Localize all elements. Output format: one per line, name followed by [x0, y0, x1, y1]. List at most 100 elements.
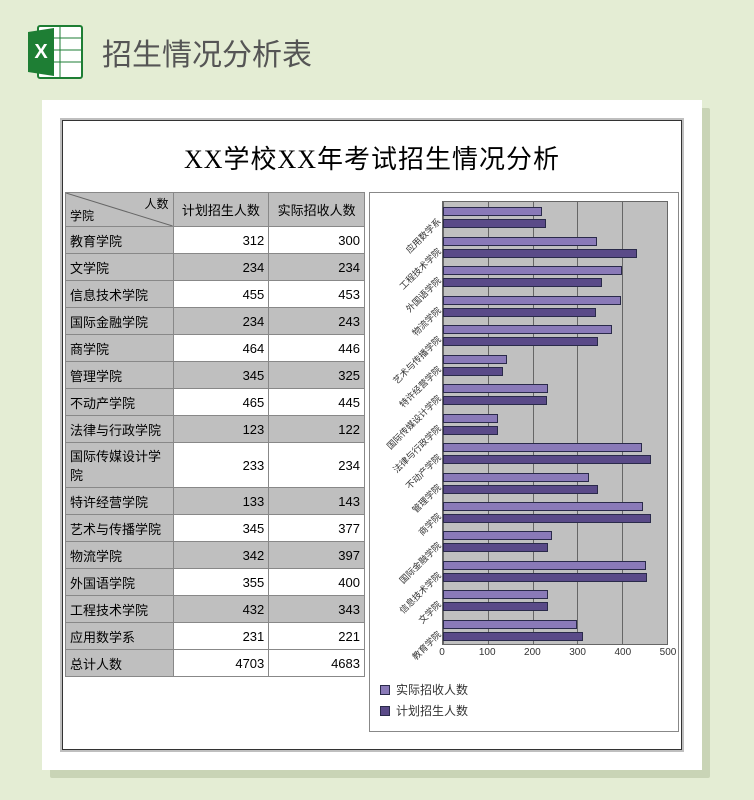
- table-row: 文学院234234: [66, 254, 365, 281]
- bar-group: 教育学院: [443, 620, 667, 644]
- chart-x-tick: 200: [524, 647, 541, 658]
- cell-actual: 453: [269, 281, 365, 308]
- table-total-row: 总计人数47034683: [66, 650, 365, 677]
- table-row: 工程技术学院432343: [66, 596, 365, 623]
- bar-actual: [443, 473, 589, 482]
- bar-group: 国际传媒设计学院: [443, 384, 667, 408]
- bar-planned: [443, 485, 598, 494]
- row-name: 国际传媒设计学院: [66, 443, 174, 488]
- content-row: 人数 学院 计划招生人数 实际招收人数 教育学院312300文学院234234信…: [63, 192, 681, 732]
- bar-planned: [443, 455, 651, 464]
- bar-actual: [443, 561, 646, 570]
- row-name: 教育学院: [66, 227, 174, 254]
- table-row: 物流学院342397: [66, 542, 365, 569]
- row-name: 商学院: [66, 335, 174, 362]
- bar-group: 应用数学系: [443, 207, 667, 231]
- row-name: 国际金融学院: [66, 308, 174, 335]
- cell-actual: 397: [269, 542, 365, 569]
- cell-planned: 231: [173, 623, 269, 650]
- cell-planned: 234: [173, 254, 269, 281]
- bar-actual: [443, 296, 621, 305]
- bar-planned: [443, 514, 651, 523]
- cell-planned: 233: [173, 443, 269, 488]
- cell-actual: 400: [269, 569, 365, 596]
- table-row: 信息技术学院455453: [66, 281, 365, 308]
- cell-planned: 234: [173, 308, 269, 335]
- chart-x-tick: 500: [660, 647, 677, 658]
- cell-planned: 465: [173, 389, 269, 416]
- sheet-frame: XX学校XX年考试招生情况分析 人数 学院 计划招生人数: [60, 118, 684, 752]
- chart-x-tick: 0: [439, 647, 445, 658]
- cell-actual: 325: [269, 362, 365, 389]
- bar-group: 商学院: [443, 502, 667, 526]
- cell-actual: 143: [269, 488, 365, 515]
- sheet-title: XX学校XX年考试招生情况分析: [63, 121, 681, 192]
- cell-planned: 123: [173, 416, 269, 443]
- cell-actual: 243: [269, 308, 365, 335]
- table-row: 特许经营学院133143: [66, 488, 365, 515]
- table-row: 国际金融学院234243: [66, 308, 365, 335]
- cell-actual: 122: [269, 416, 365, 443]
- page-header: X 招生情况分析表: [0, 0, 754, 96]
- cell-planned: 432: [173, 596, 269, 623]
- bar-actual: [443, 590, 548, 599]
- row-name: 应用数学系: [66, 623, 174, 650]
- legend-label-actual: 实际招收人数: [396, 681, 468, 698]
- corner-top-label: 人数: [145, 195, 169, 212]
- col-header-actual: 实际招收人数: [269, 193, 365, 227]
- bar-actual: [443, 502, 643, 511]
- bar-planned: [443, 249, 637, 258]
- bar-chart: 应用数学系工程技术学院外国语学院物流学院艺术与传播学院特许经营学院国际传媒设计学…: [369, 192, 679, 732]
- chart-x-tick: 400: [614, 647, 631, 658]
- bar-group: 特许经营学院: [443, 355, 667, 379]
- row-name: 工程技术学院: [66, 596, 174, 623]
- bar-group: 国际金融学院: [443, 531, 667, 555]
- legend-item-actual: 实际招收人数: [380, 681, 468, 698]
- total-label: 总计人数: [66, 650, 174, 677]
- table-row: 艺术与传播学院345377: [66, 515, 365, 542]
- cell-planned: 133: [173, 488, 269, 515]
- cell-actual: 446: [269, 335, 365, 362]
- cell-planned: 464: [173, 335, 269, 362]
- bar-group: 不动产学院: [443, 443, 667, 467]
- bar-actual: [443, 414, 498, 423]
- chart-x-axis: 0100200300400500: [442, 647, 668, 661]
- cell-actual: 234: [269, 443, 365, 488]
- cell-actual: 377: [269, 515, 365, 542]
- table-row: 不动产学院465445: [66, 389, 365, 416]
- bar-planned: [443, 308, 596, 317]
- cell-planned: 345: [173, 515, 269, 542]
- cell-actual: 343: [269, 596, 365, 623]
- cell-actual: 221: [269, 623, 365, 650]
- chart-legend: 实际招收人数 计划招生人数: [380, 681, 468, 723]
- bar-planned: [443, 396, 547, 405]
- excel-icon: X: [24, 20, 88, 84]
- header-title: 招生情况分析表: [102, 30, 312, 74]
- corner-bottom-label: 学院: [70, 207, 94, 224]
- table-row: 商学院464446: [66, 335, 365, 362]
- chart-plot-area: 应用数学系工程技术学院外国语学院物流学院艺术与传播学院特许经营学院国际传媒设计学…: [442, 201, 668, 645]
- bar-actual: [443, 531, 552, 540]
- cell-planned: 455: [173, 281, 269, 308]
- bar-planned: [443, 573, 647, 582]
- table-row: 国际传媒设计学院233234: [66, 443, 365, 488]
- data-table: 人数 学院 计划招生人数 实际招收人数 教育学院312300文学院234234信…: [65, 192, 365, 677]
- bar-planned: [443, 367, 503, 376]
- bar-planned: [443, 632, 583, 641]
- bar-group: 信息技术学院: [443, 561, 667, 585]
- row-name: 法律与行政学院: [66, 416, 174, 443]
- document-page: XX学校XX年考试招生情况分析 人数 学院 计划招生人数: [42, 100, 702, 770]
- row-name: 物流学院: [66, 542, 174, 569]
- cell-planned: 355: [173, 569, 269, 596]
- chart-gridline: [667, 202, 668, 644]
- cell-actual: 445: [269, 389, 365, 416]
- chart-y-label: 文学院: [415, 598, 443, 626]
- bar-group: 物流学院: [443, 296, 667, 320]
- bar-planned: [443, 426, 498, 435]
- legend-swatch-planned: [380, 706, 390, 716]
- bar-actual: [443, 620, 577, 629]
- bar-group: 管理学院: [443, 473, 667, 497]
- bar-actual: [443, 237, 597, 246]
- sheet-inner: XX学校XX年考试招生情况分析 人数 学院 计划招生人数: [62, 120, 682, 750]
- row-name: 信息技术学院: [66, 281, 174, 308]
